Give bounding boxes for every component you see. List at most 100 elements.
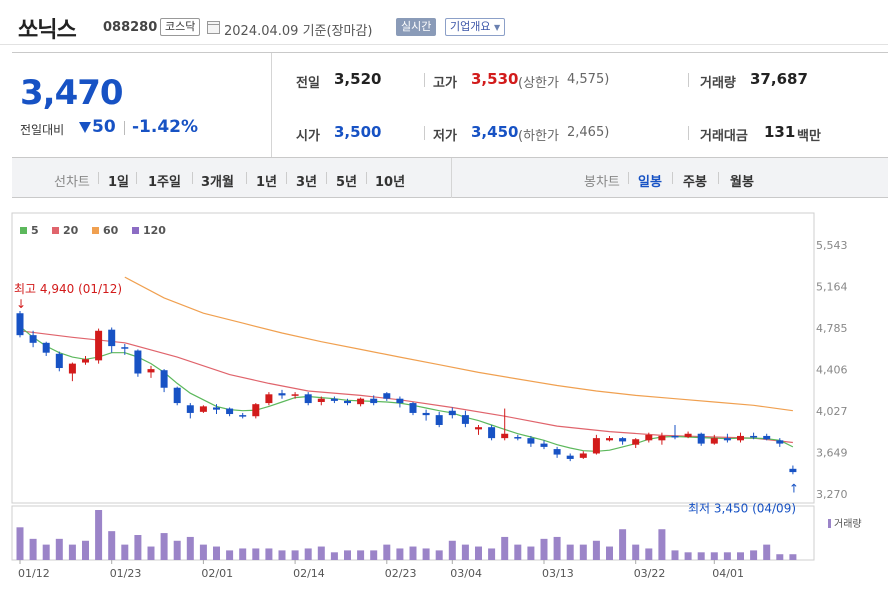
volume-bar (330, 552, 338, 560)
open-value: 3,500 (334, 123, 382, 141)
volume-bar (55, 538, 63, 560)
ma60-line (124, 276, 793, 412)
candle-body (501, 433, 509, 439)
tab-3-months[interactable]: 3개월 (201, 175, 234, 190)
candle-body (383, 393, 391, 399)
candle-body (226, 408, 234, 415)
volume-swatch (828, 519, 831, 528)
date-text: 2024.04.09 기준(장마감) (224, 24, 373, 39)
company-overview-button[interactable]: 기업개요 ▼ (445, 18, 506, 36)
quote-separator (424, 126, 425, 140)
volume-bar (475, 546, 482, 560)
tab-1-day[interactable]: 1일 (108, 175, 130, 190)
volume-bar (566, 544, 574, 560)
volume-bar (488, 548, 496, 560)
legend-ma5-label: 5 (31, 224, 39, 237)
candle-body (291, 394, 299, 396)
change-label: 전일대비 (20, 123, 65, 137)
volume-bar (763, 544, 771, 560)
volume-bar (514, 544, 522, 560)
candle-body (658, 435, 666, 441)
tab-1-year[interactable]: 1년 (256, 175, 278, 190)
volume-bar (723, 552, 731, 560)
tab-monthly-candle[interactable]: 월봉 (730, 175, 754, 190)
x-tick-label: 02/14 (293, 567, 325, 580)
volume-bar (16, 527, 24, 560)
y-tick-label: 4,406 (816, 364, 848, 377)
tab-separator (286, 172, 287, 184)
volume-bar (710, 552, 718, 560)
volume-bar (226, 550, 234, 560)
tab-separator (366, 172, 367, 184)
candle-body (540, 443, 548, 447)
candle-body (553, 449, 561, 455)
ma20-line (19, 330, 793, 444)
candle-chart-label: 봉차트 (584, 175, 620, 190)
volume-bar (658, 529, 666, 560)
period-tabs: 선차트 1일 1주일 3개월 1년 3년 5년 10년 봉차트 일봉 주봉 월봉 (12, 158, 888, 198)
candle-body (173, 387, 181, 404)
quote-separator (688, 73, 689, 87)
x-tick-label: 03/13 (542, 567, 574, 580)
candle-body (461, 415, 469, 424)
volume-bar (344, 550, 351, 560)
volume-legend: 거래량 (828, 515, 862, 530)
candle-body (344, 400, 351, 404)
volume-bar (579, 544, 587, 560)
candle-body (213, 407, 220, 410)
volume-bar (776, 554, 784, 560)
x-tick-label: 01/12 (18, 567, 50, 580)
candle-body (370, 398, 378, 404)
high-value: 3,530 (471, 70, 519, 88)
tab-daily-candle[interactable]: 일봉 (638, 175, 662, 190)
volume-bar (684, 552, 692, 560)
volume-bar (357, 550, 365, 560)
candle-body (737, 435, 744, 441)
tab-separator (98, 172, 99, 184)
candle-body (684, 433, 692, 438)
volume-bar (108, 531, 116, 560)
volume-bar (540, 538, 548, 560)
upper-limit-value: 4,575) (567, 72, 610, 87)
tab-1-week[interactable]: 1주일 (148, 175, 181, 190)
volume-bar (95, 510, 103, 560)
candle-body (409, 403, 417, 413)
tab-3-years[interactable]: 3년 (296, 175, 318, 190)
upper-limit-label: (상한가 (518, 76, 559, 91)
y-tick-label: 4,027 (816, 405, 848, 418)
volume-bar (304, 548, 312, 560)
x-tick-label: 03/22 (634, 567, 666, 580)
candle-body (632, 439, 640, 445)
legend-swatch-ma5 (20, 227, 27, 234)
chevron-down-icon: ▼ (493, 23, 501, 32)
tab-group-divider (451, 158, 452, 198)
volume-bar (789, 554, 797, 560)
volume-bar (173, 540, 181, 560)
change-rate: -1.42% (132, 117, 199, 137)
candle-body (422, 412, 430, 416)
volume-bar (396, 548, 404, 560)
volume-bar (134, 535, 142, 560)
candle-body (278, 393, 286, 396)
volume-value: 37,687 (750, 70, 808, 88)
tab-10-years[interactable]: 10년 (375, 175, 406, 190)
volume-bar (750, 550, 758, 560)
candle-body (579, 453, 587, 458)
tab-weekly-candle[interactable]: 주봉 (683, 175, 707, 190)
tab-5-years[interactable]: 5년 (336, 175, 358, 190)
x-tick-label: 03/04 (450, 567, 482, 580)
volume-legend-label: 거래량 (834, 519, 862, 530)
candle-body (723, 438, 731, 441)
volume-bar (606, 546, 613, 560)
realtime-button[interactable]: 실시간 (396, 18, 437, 36)
y-tick-label: 3,270 (816, 488, 848, 501)
legend-ma5: 5 (20, 224, 39, 237)
candle-body (606, 438, 613, 441)
candle-body (619, 438, 627, 442)
volume-bar (383, 544, 391, 560)
y-tick-label: 5,543 (816, 239, 848, 252)
line-chart-label: 선차트 (54, 175, 90, 190)
candle-body (29, 335, 37, 343)
volume-bar (199, 544, 207, 560)
candle-body (134, 350, 142, 374)
